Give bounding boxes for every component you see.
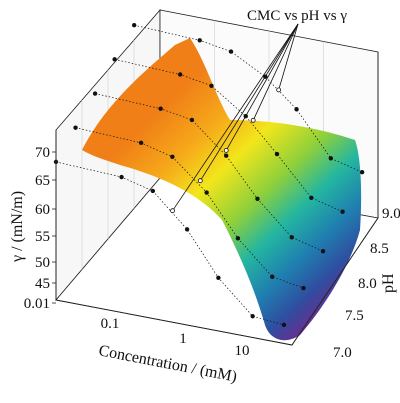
cmc-arrow bbox=[225, 23, 299, 151]
data-point bbox=[270, 274, 275, 279]
cmc-arrow bbox=[252, 23, 299, 121]
z-tick-label: 45 bbox=[35, 276, 50, 292]
data-point bbox=[228, 49, 234, 54]
data-point bbox=[255, 196, 260, 202]
z-tick-label: 65 bbox=[35, 173, 50, 189]
data-point bbox=[204, 190, 209, 195]
data-point bbox=[320, 249, 326, 254]
data-point bbox=[131, 22, 137, 28]
data-point bbox=[289, 235, 294, 240]
x-axis-ticks: 0.1 1 10 bbox=[101, 316, 250, 359]
y-axis-ticks: 7.0 7.5 8.0 8.5 9.0 bbox=[333, 206, 400, 361]
z-tick-label: 50 bbox=[35, 255, 50, 271]
data-point bbox=[197, 38, 202, 43]
data-point bbox=[119, 174, 124, 180]
x-tick-label: 0.1 bbox=[101, 316, 120, 332]
z-axis-ticks: 0.01 45 50 55 60 65 70 bbox=[24, 145, 56, 312]
data-point bbox=[138, 140, 144, 146]
data-point bbox=[309, 195, 314, 200]
data-point bbox=[235, 236, 241, 241]
y-tick-label: 9.0 bbox=[382, 206, 400, 222]
data-point bbox=[177, 72, 183, 77]
data-point bbox=[158, 106, 163, 111]
z-tick-label: 60 bbox=[35, 202, 50, 218]
data-point bbox=[170, 154, 175, 159]
data-point bbox=[216, 275, 221, 281]
y-tick-label: 8.5 bbox=[370, 241, 389, 257]
data-point bbox=[340, 209, 345, 214]
z-tick-label: 55 bbox=[35, 229, 50, 245]
z-tick-label: 0.01 bbox=[24, 296, 50, 312]
cmc-arrow bbox=[278, 23, 299, 91]
data-point bbox=[189, 117, 195, 123]
data-point bbox=[359, 170, 365, 175]
annotation-label: CMC vs pH vs γ bbox=[247, 8, 347, 24]
data-point bbox=[224, 153, 229, 158]
y-tick-label: 8.0 bbox=[358, 276, 377, 292]
data-point bbox=[281, 322, 287, 328]
y-tick-label: 7.5 bbox=[345, 308, 364, 324]
y-axis-label: pH bbox=[380, 273, 397, 293]
surface bbox=[82, 38, 362, 341]
z-axis-label: γ / (mN/m) bbox=[9, 191, 26, 263]
x-tick-label: 10 bbox=[235, 343, 250, 359]
x-tick-label: 1 bbox=[179, 331, 187, 347]
box-edges bbox=[55, 52, 379, 346]
data-point bbox=[73, 125, 78, 130]
z-tick-label: 70 bbox=[35, 145, 50, 161]
cmc-point bbox=[170, 208, 175, 214]
data-point bbox=[184, 227, 190, 232]
cmc-point bbox=[197, 178, 203, 184]
x-axis-label: Concentration / (mM) bbox=[97, 342, 238, 385]
data-point bbox=[150, 188, 156, 194]
data-point bbox=[112, 57, 117, 62]
data-point bbox=[294, 107, 299, 112]
data-point bbox=[301, 285, 306, 291]
cmc-arrow bbox=[172, 23, 299, 211]
data-point bbox=[209, 83, 214, 88]
data-point bbox=[250, 314, 255, 319]
data-point bbox=[274, 151, 280, 157]
cmc-point bbox=[250, 117, 256, 123]
y-tick-label: 7.0 bbox=[333, 345, 352, 361]
data-point bbox=[92, 91, 98, 96]
series-lines bbox=[53, 22, 365, 328]
cmc-point bbox=[276, 87, 282, 93]
cmc-arrow bbox=[199, 23, 299, 181]
data-point bbox=[328, 156, 334, 161]
cmc-point bbox=[223, 147, 229, 153]
cmc-arrows bbox=[170, 23, 299, 214]
